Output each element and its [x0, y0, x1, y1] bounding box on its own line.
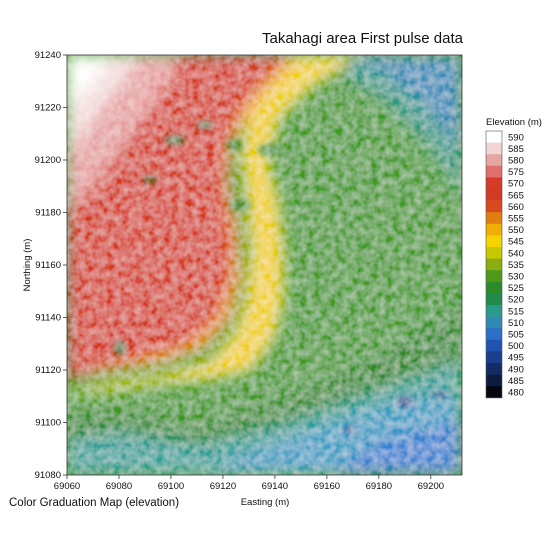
legend-swatch [486, 154, 502, 167]
legend-label: 580 [508, 156, 524, 167]
legend-swatch [486, 142, 502, 155]
y-tick-label: 91220 [35, 103, 61, 114]
x-tick-label: 69140 [262, 481, 288, 492]
legend-swatch [486, 212, 502, 225]
x-tick-label: 69200 [418, 481, 444, 492]
legend-swatch [486, 339, 502, 352]
legend-swatch [486, 281, 502, 294]
legend-swatch [486, 386, 502, 399]
legend-colorbar-border [485, 130, 503, 399]
legend-label: 565 [508, 190, 524, 201]
legend-label: 490 [508, 364, 524, 375]
legend-label: 505 [508, 330, 524, 341]
legend-label: 515 [508, 306, 524, 317]
legend-swatch [486, 363, 502, 375]
y-tick-label: 91240 [35, 50, 61, 61]
y-tick-label: 91200 [35, 155, 61, 166]
legend-label: 575 [508, 167, 524, 178]
legend-label: 555 [508, 214, 524, 225]
legend-label: 585 [508, 144, 524, 155]
legend-title: Elevation (m) [486, 117, 542, 128]
x-tick-label: 69180 [366, 481, 392, 492]
legend-label: 500 [508, 341, 524, 352]
y-tick-label: 91140 [35, 313, 61, 324]
x-tick-label: 69080 [106, 481, 132, 492]
legend-swatch [486, 258, 502, 271]
legend-label: 535 [508, 260, 524, 271]
legend-label: 590 [508, 132, 524, 143]
legend-swatch [486, 200, 502, 213]
legend-swatch [486, 247, 502, 259]
legend-swatch [486, 328, 502, 341]
legend-swatch [486, 165, 502, 178]
elevation-legend: Elevation (m) 59058558057557056556055555… [485, 117, 542, 399]
legend-swatch [486, 235, 502, 248]
legend-swatch [486, 351, 502, 364]
y-tick-label: 91100 [35, 418, 61, 429]
legend-label: 520 [508, 295, 524, 306]
legend-label: 570 [508, 179, 524, 190]
legend-label: 510 [508, 318, 524, 329]
y-tick-label: 91160 [35, 260, 61, 271]
x-axis-label: Easting (m) [241, 497, 290, 508]
y-tick-label: 91180 [35, 208, 61, 219]
y-tick-label: 91120 [35, 365, 61, 376]
x-axis-ticks: 69060 69080 69100 69120 69140 69160 69180 69200 [54, 475, 444, 492]
legend-swatch [486, 189, 502, 201]
y-axis-label: Northing (m) [22, 239, 33, 292]
legend-label: 545 [508, 237, 524, 248]
legend-swatch [486, 293, 502, 306]
x-tick-label: 69060 [54, 481, 80, 492]
legend-swatch [486, 270, 502, 283]
legend-label: 480 [508, 388, 524, 399]
legend-swatch [486, 374, 502, 387]
x-tick-label: 69160 [314, 481, 340, 492]
legend-label: 560 [508, 202, 524, 213]
legend-label: 525 [508, 283, 524, 294]
legend-swatch [486, 223, 502, 236]
y-tick-label: 91080 [35, 470, 61, 481]
legend-label: 495 [508, 353, 524, 364]
x-tick-label: 69120 [210, 481, 236, 492]
legend-swatch [486, 316, 502, 329]
legend-swatch [486, 305, 502, 317]
map-title: Takahagi area First pulse data [262, 30, 463, 47]
legend-label: 530 [508, 272, 524, 283]
legend-swatch [486, 131, 502, 143]
legend-swatch [486, 177, 502, 190]
x-tick-label: 69100 [158, 481, 184, 492]
map-caption: Color Graduation Map (elevation) [9, 497, 180, 509]
legend-label: 540 [508, 248, 524, 259]
legend-label: 550 [508, 225, 524, 236]
elevation-raster [67, 55, 462, 475]
y-axis-ticks: 91080 91100 91120 91140 91160 91180 91200 91220… [35, 50, 67, 481]
legend-label: 485 [508, 376, 524, 387]
